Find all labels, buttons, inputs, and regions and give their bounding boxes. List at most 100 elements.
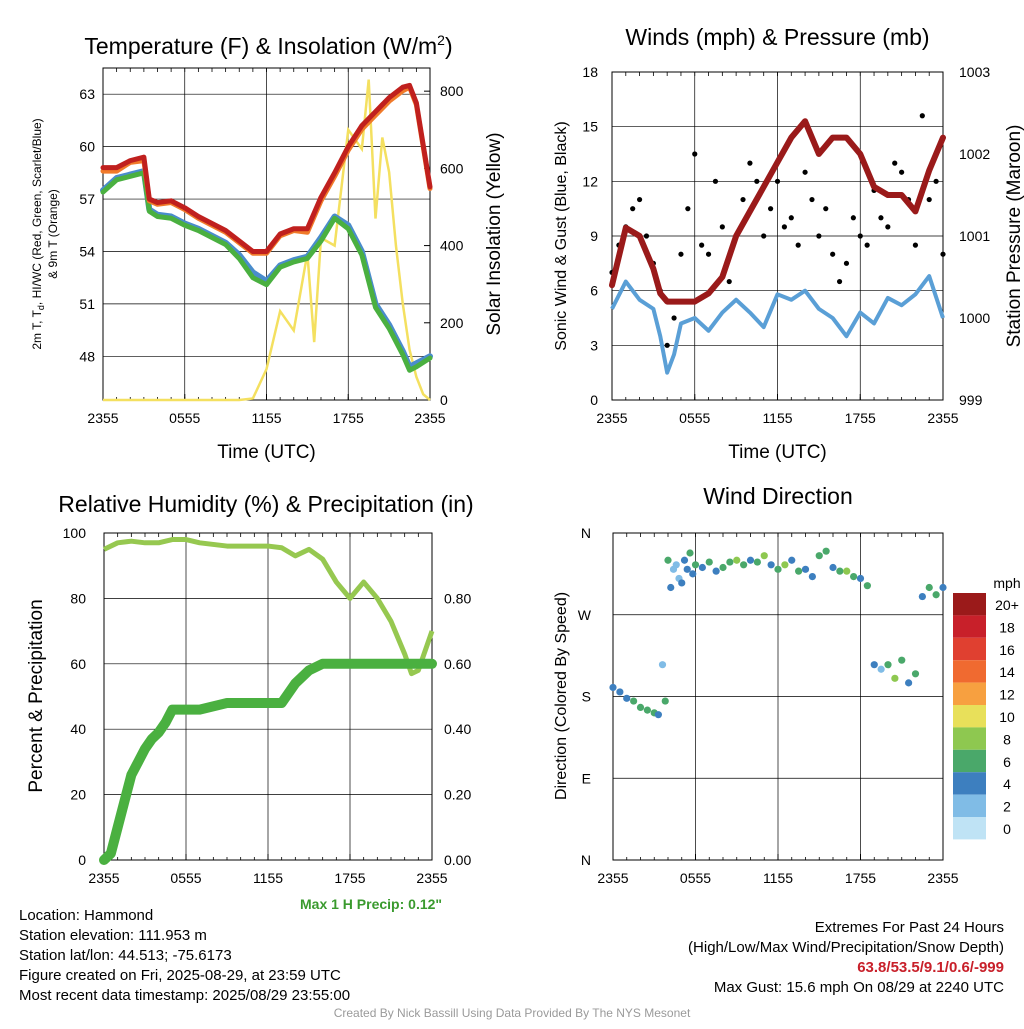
- pressure-series-line: [609, 118, 946, 305]
- gust-point: [802, 169, 808, 175]
- direction-point: [829, 563, 837, 572]
- winds-ytick-label: 18: [582, 64, 598, 80]
- direction-xtick-label: 2355: [927, 870, 958, 886]
- speed-legend-label: 16: [999, 642, 1015, 658]
- insolation-ylabel: Solar Insolation (Yellow): [484, 132, 505, 335]
- max-gust-text: Max Gust: 15.6 mph On 08/29 at 2240 UTC: [713, 979, 1004, 996]
- gust-point: [816, 233, 822, 239]
- gust-point: [705, 251, 712, 257]
- direction-point: [808, 573, 816, 581]
- speed-legend-label: 6: [1003, 754, 1011, 770]
- temperature-ytick-label: 60: [79, 139, 95, 155]
- max-precip-note: Max 1 H Precip: 0.12": [300, 896, 443, 912]
- gust-point: [636, 196, 643, 203]
- gust-point: [747, 160, 753, 166]
- gust-point: [719, 224, 725, 230]
- direction-point: [918, 592, 926, 601]
- extremes-title: Extremes For Past 24 Hours: [814, 919, 1004, 936]
- direction-point: [654, 711, 662, 719]
- temperature-xtick-label: 2355: [87, 410, 118, 426]
- gust-point: [768, 206, 774, 212]
- speed-legend-label: 10: [999, 709, 1015, 725]
- gust-point: [643, 233, 650, 239]
- direction-point: [672, 561, 680, 569]
- speed-legend-label: 0: [1003, 821, 1011, 837]
- direction-point: [623, 694, 631, 702]
- direction-point: [905, 679, 913, 687]
- extremes-subtitle: (High/Low/Max Wind/Precipitation/Snow De…: [688, 939, 1004, 956]
- precip-ytick-label: 0.80: [444, 590, 471, 606]
- temperature-xtick-label: 1755: [333, 410, 364, 426]
- direction-point: [911, 670, 920, 678]
- gust-point: [912, 242, 919, 248]
- direction-point: [822, 547, 830, 555]
- extremes-values: 63.8/53.5/9.1/0.6/-999: [857, 959, 1004, 976]
- direction-point: [939, 583, 947, 592]
- gust-point: [864, 242, 870, 248]
- insolation-ytick-label: 800: [440, 83, 464, 99]
- direction-xtick-label: 1755: [845, 870, 876, 886]
- gust-point: [836, 278, 843, 285]
- rh-series-line: [102, 537, 435, 677]
- direction-point: [760, 552, 768, 560]
- temperature-xtick-label: 0555: [169, 410, 200, 426]
- direction-point: [884, 661, 892, 669]
- gust-point: [630, 206, 636, 212]
- gust-point: [795, 242, 801, 248]
- direction-point: [877, 665, 885, 673]
- insolation-ytick-label: 600: [440, 160, 464, 176]
- direction-xtick-label: 2355: [597, 870, 628, 886]
- gust-point: [899, 169, 905, 175]
- temperature-series-temp: [100, 82, 433, 254]
- direction-point: [815, 552, 823, 560]
- gust-point: [754, 178, 760, 184]
- direction-point: [683, 565, 691, 573]
- direction-point: [698, 563, 706, 572]
- gust-point: [685, 206, 691, 212]
- pressure-ylabel: Station Pressure (Maroon): [1004, 125, 1024, 348]
- humidity-xtick-label: 2355: [88, 870, 119, 886]
- speed-legend-swatch: [953, 749, 986, 773]
- gust-point: [774, 178, 781, 184]
- humidity-ylabel: Percent & Precipitation: [26, 599, 47, 792]
- gust-point: [671, 315, 677, 321]
- speed-legend-swatch: [953, 727, 986, 750]
- direction-ytick-label: N: [581, 525, 591, 541]
- temperature-ylabel: 2m T, Td, HI/WC (Red, Green, Scarlet/Blu…: [30, 118, 46, 349]
- pressure-ytick-label: 1000: [959, 310, 990, 326]
- temperature-ytick-label: 63: [79, 86, 95, 102]
- pressure-ytick-label: 1002: [959, 146, 990, 162]
- direction-point: [667, 583, 675, 592]
- direction-xtick-label: 0555: [680, 870, 711, 886]
- gust-point: [781, 224, 787, 230]
- humidity-xtick-label: 1155: [253, 870, 283, 886]
- temperature-title: Temperature (F) & Insolation (W/m2): [84, 32, 452, 59]
- pressure-ytick-label: 999: [959, 392, 983, 408]
- speed-legend-label: 14: [999, 664, 1015, 680]
- gust-point: [664, 342, 670, 348]
- direction-point: [678, 579, 686, 587]
- speed-legend-label: 12: [999, 687, 1015, 703]
- station-info: Location: Hammond Station elevation: 111…: [19, 906, 350, 1006]
- direction-point: [898, 656, 906, 664]
- humidity-ytick-label: 40: [70, 721, 86, 737]
- insolation-ytick-label: 200: [440, 315, 464, 331]
- winds-ytick-label: 9: [590, 228, 598, 244]
- speed-legend-swatch: [953, 682, 986, 705]
- precip-ytick-label: 0.00: [444, 852, 471, 868]
- direction-ylabel: Direction (Colored By Speed): [553, 592, 570, 800]
- gust-point: [809, 196, 815, 203]
- precip-ytick-label: 0.40: [444, 721, 471, 737]
- temperature-xtick-label: 2355: [414, 410, 445, 426]
- direction-point: [691, 561, 700, 569]
- gust-point: [692, 151, 698, 157]
- humidity-xtick-label: 0555: [170, 870, 201, 886]
- winds-ylabel: Sonic Wind & Gust (Blue, Black): [553, 121, 570, 350]
- gust-point: [878, 215, 884, 221]
- humidity-ytick-label: 0: [78, 852, 86, 868]
- gust-point: [940, 251, 946, 257]
- winds-ytick-label: 3: [590, 337, 598, 353]
- speed-legend-label: 2: [1003, 799, 1011, 815]
- winds-ytick-label: 0: [590, 392, 598, 408]
